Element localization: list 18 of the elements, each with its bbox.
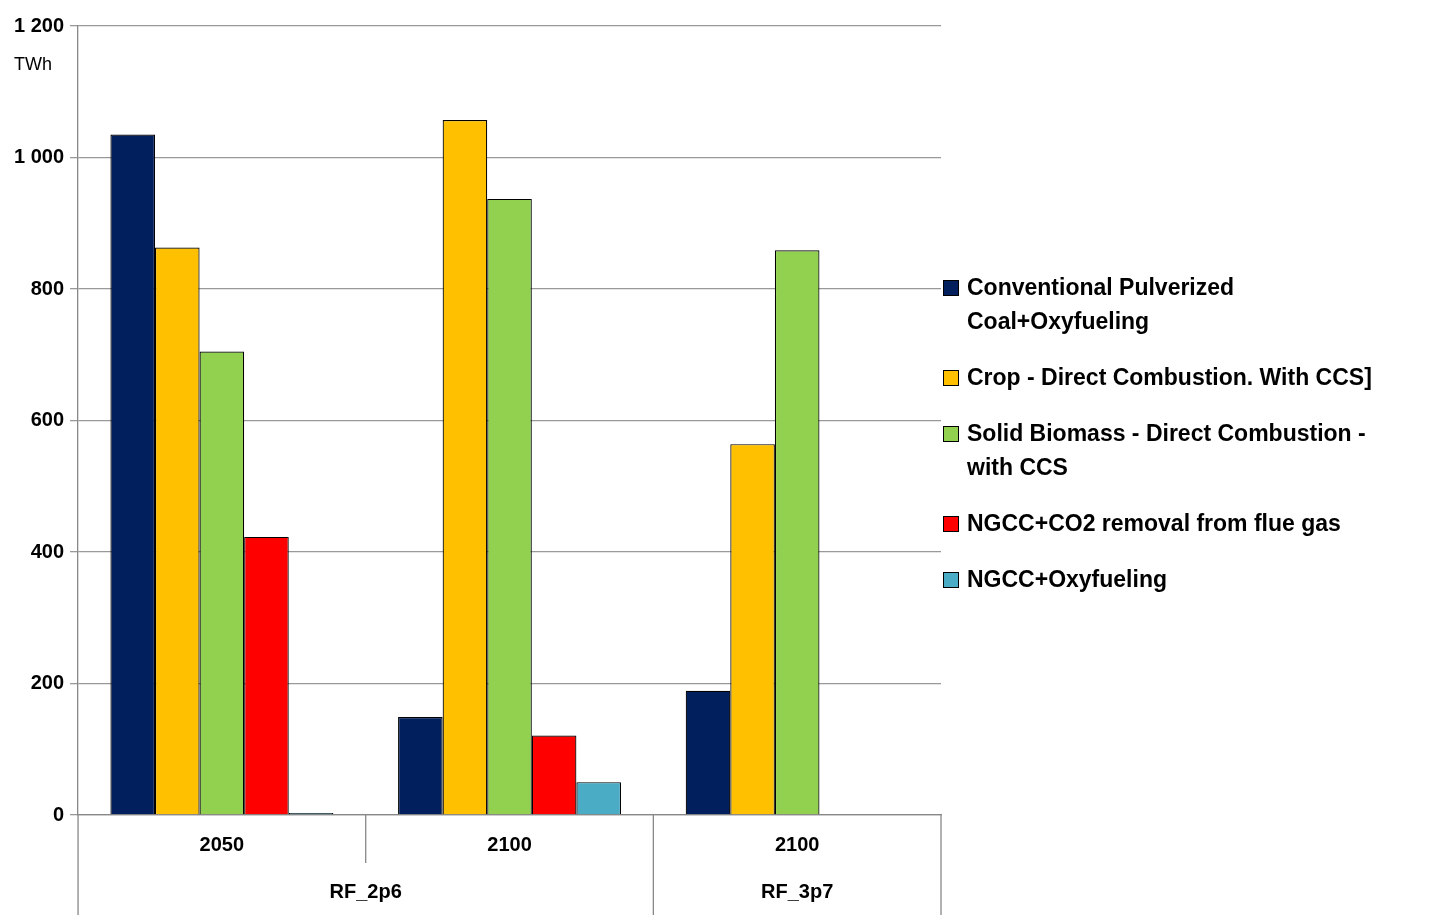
x-tick-label: 2100: [487, 832, 532, 855]
y-tick-label: 600: [30, 408, 65, 431]
y-tick-label: 200: [30, 671, 65, 694]
x-tick-label: 2050: [199, 832, 245, 855]
legend-label: Crop - Direct Combustion. With CCS]: [967, 363, 1372, 392]
text: RF_3p7: [761, 879, 834, 902]
legend-label: Conventional Pulverized Coal+Oxyfueling: [967, 273, 1236, 336]
y-axis-title: TWh: [14, 53, 53, 74]
legend-label: NGCC+CO2 removal from flue gas: [967, 509, 1341, 538]
y-tick-label: 1 200: [13, 13, 65, 36]
y-tick-label: 0: [52, 802, 65, 825]
y-tick-label: 1 000: [13, 145, 65, 168]
legend-label: Solid Biomass - Direct Combustion - with CCS: [967, 419, 1367, 482]
text: RF_2p6: [329, 879, 402, 902]
y-tick-label: 800: [30, 276, 65, 299]
x-tick-label: 2100: [774, 832, 820, 855]
y-tick-label: 400: [30, 539, 65, 562]
legend-label: NGCC+Oxyfueling: [967, 565, 1168, 594]
